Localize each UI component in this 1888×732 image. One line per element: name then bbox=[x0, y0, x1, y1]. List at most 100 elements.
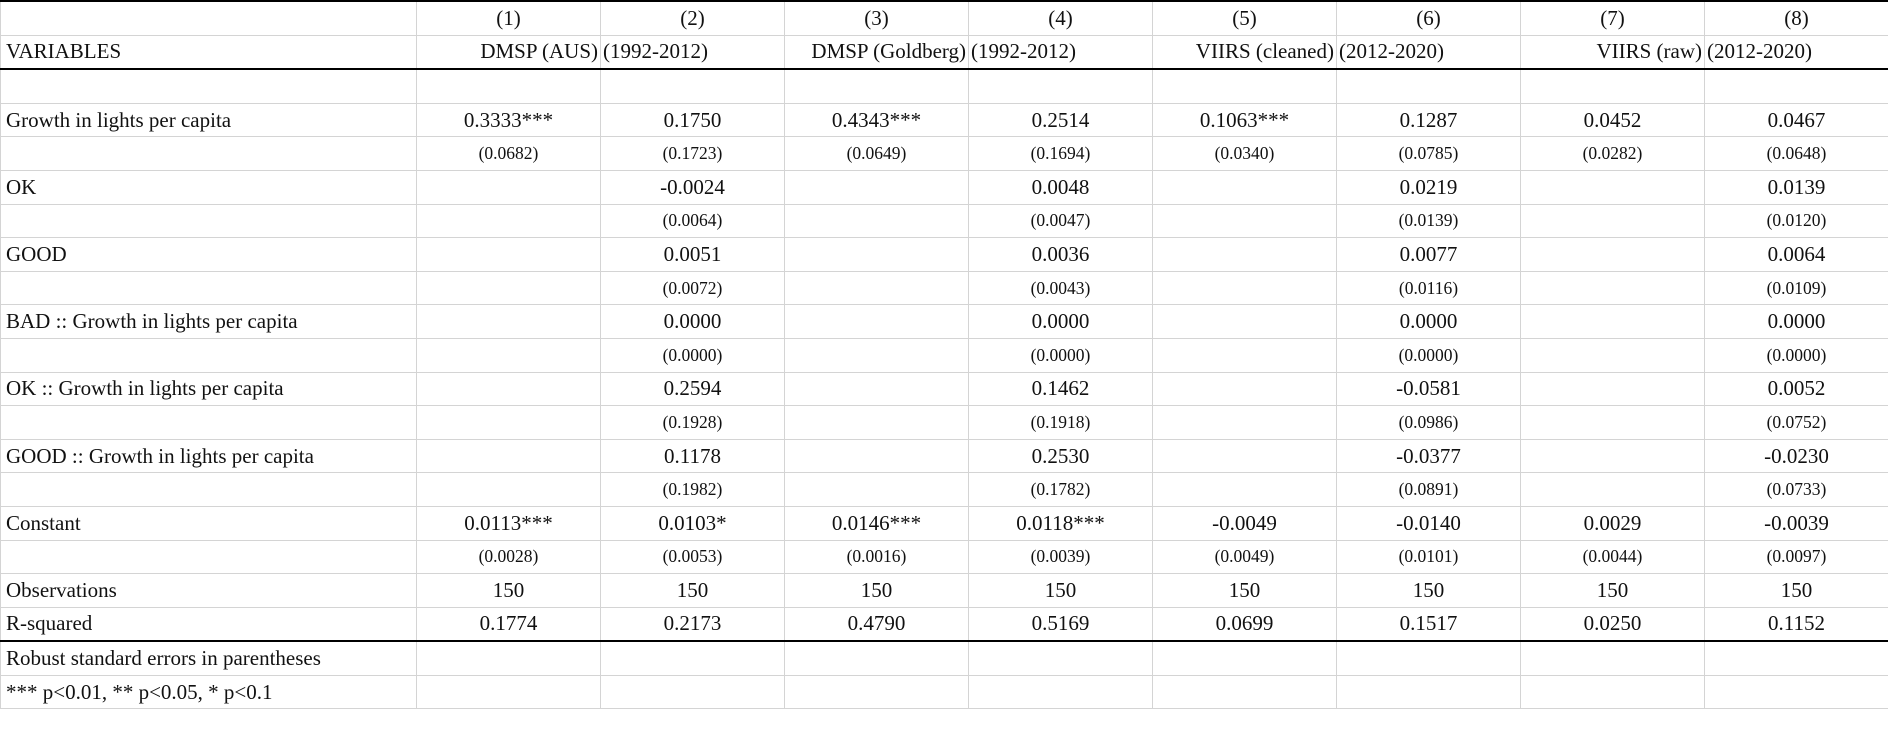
coefficient-cell bbox=[416, 169, 601, 205]
empty-cell bbox=[0, 0, 417, 36]
standard-error-row: (0.0028) (0.0053) (0.0016) (0.0039) (0.0049)… bbox=[0, 539, 1888, 575]
standard-error-cell: (0.0053) bbox=[600, 539, 785, 575]
coefficient-cell bbox=[416, 371, 601, 407]
empty-cell bbox=[1520, 68, 1705, 104]
coefficient-cell bbox=[784, 304, 969, 339]
coefficient-cell: 0.1462 bbox=[968, 371, 1153, 407]
empty-cell bbox=[1336, 68, 1521, 104]
standard-error-cell: (0.0000) bbox=[1704, 337, 1888, 373]
standard-error-cell: (0.0039) bbox=[968, 539, 1153, 575]
empty-cell bbox=[0, 539, 417, 575]
standard-error-cell: (0.0064) bbox=[600, 203, 785, 239]
empty-cell bbox=[416, 674, 601, 710]
standard-error-cell: (0.0072) bbox=[600, 270, 785, 306]
coefficient-cell bbox=[1152, 371, 1337, 407]
standard-error-cell bbox=[1520, 270, 1705, 306]
standard-error-row: (0.0072) (0.0043) (0.0116) (0.0109) bbox=[0, 270, 1888, 306]
coefficient-cell bbox=[1520, 371, 1705, 407]
statistic-value: 0.2173 bbox=[600, 606, 785, 643]
coefficient-cell: 0.0467 bbox=[1704, 102, 1888, 138]
statistic-label: R-squared bbox=[0, 606, 417, 643]
variable-label: Constant bbox=[0, 505, 417, 541]
standard-error-cell: (0.0000) bbox=[1336, 337, 1521, 373]
empty-cell bbox=[784, 640, 969, 676]
empty-cell bbox=[416, 68, 601, 104]
column-header-row: VARIABLES DMSP (AUS) (1992-2012) DMSP (G… bbox=[0, 34, 1888, 71]
statistic-row: R-squared 0.1774 0.2173 0.4790 0.5169 0.0699 0… bbox=[0, 606, 1888, 643]
coefficient-row: OK -0.0024 0.0048 0.0219 0.0139 bbox=[0, 169, 1888, 205]
empty-cell bbox=[600, 674, 785, 710]
coefficient-row: Constant 0.0113*** 0.0103* 0.0146*** 0.0118*… bbox=[0, 505, 1888, 541]
empty-cell bbox=[784, 674, 969, 710]
standard-error-cell bbox=[784, 270, 969, 306]
standard-error-cell: (0.0047) bbox=[968, 203, 1153, 239]
group-header-right: (2012-2020) bbox=[1704, 34, 1888, 71]
variables-header: VARIABLES bbox=[0, 34, 417, 71]
standard-error-cell bbox=[1520, 337, 1705, 373]
statistic-value: 150 bbox=[1336, 573, 1521, 608]
table-body: (1) (2) (3) (4) (5) (6) (7) (8) VARIABLE… bbox=[0, 0, 1888, 710]
coefficient-cell: 0.0077 bbox=[1336, 237, 1521, 272]
standard-error-cell: (0.0044) bbox=[1520, 539, 1705, 575]
coefficient-row: BAD :: Growth in lights per capita 0.0000… bbox=[0, 304, 1888, 339]
standard-error-cell: (0.0120) bbox=[1704, 203, 1888, 239]
group-header-right: (1992-2012) bbox=[600, 34, 785, 71]
statistic-value: 0.1774 bbox=[416, 606, 601, 643]
empty-cell bbox=[0, 337, 417, 373]
coefficient-cell: -0.0230 bbox=[1704, 438, 1888, 474]
standard-error-cell: (0.0101) bbox=[1336, 539, 1521, 575]
empty-cell bbox=[416, 640, 601, 676]
empty-cell bbox=[0, 405, 417, 440]
coefficient-cell: 0.0113*** bbox=[416, 505, 601, 541]
standard-error-cell bbox=[784, 472, 969, 507]
coefficient-cell: -0.0377 bbox=[1336, 438, 1521, 474]
coefficient-cell: 0.0146*** bbox=[784, 505, 969, 541]
standard-error-cell: (0.0000) bbox=[600, 337, 785, 373]
coefficient-cell bbox=[416, 438, 601, 474]
empty-cell bbox=[1704, 674, 1888, 710]
table-note: Robust standard errors in parentheses bbox=[0, 640, 417, 676]
variable-label: GOOD :: Growth in lights per capita bbox=[0, 438, 417, 474]
empty-cell bbox=[784, 68, 969, 104]
standard-error-cell: (0.0340) bbox=[1152, 136, 1337, 171]
group-header-left: DMSP (Goldberg) bbox=[784, 34, 969, 71]
standard-error-cell: (0.1918) bbox=[968, 405, 1153, 440]
statistic-value: 150 bbox=[1520, 573, 1705, 608]
group-header-left: VIIRS (cleaned) bbox=[1152, 34, 1337, 71]
coefficient-cell: 0.0052 bbox=[1704, 371, 1888, 407]
coefficient-cell: -0.0140 bbox=[1336, 505, 1521, 541]
standard-error-cell: (0.1982) bbox=[600, 472, 785, 507]
empty-cell bbox=[1336, 674, 1521, 710]
standard-error-cell bbox=[1152, 270, 1337, 306]
statistic-value: 0.4790 bbox=[784, 606, 969, 643]
statistic-value: 0.1152 bbox=[1704, 606, 1888, 643]
empty-cell bbox=[1152, 68, 1337, 104]
statistic-value: 150 bbox=[600, 573, 785, 608]
standard-error-cell: (0.0049) bbox=[1152, 539, 1337, 575]
standard-error-cell bbox=[784, 203, 969, 239]
column-number-row: (1) (2) (3) (4) (5) (6) (7) (8) bbox=[0, 0, 1888, 36]
empty-cell bbox=[1704, 640, 1888, 676]
empty-cell bbox=[0, 68, 417, 104]
coefficient-row: Growth in lights per capita 0.3333*** 0.17… bbox=[0, 102, 1888, 138]
empty-cell bbox=[968, 640, 1153, 676]
standard-error-cell: (0.0986) bbox=[1336, 405, 1521, 440]
table-note: *** p<0.01, ** p<0.05, * p<0.1 bbox=[0, 674, 417, 710]
standard-error-cell: (0.1928) bbox=[600, 405, 785, 440]
coefficient-cell: 0.4343*** bbox=[784, 102, 969, 138]
standard-error-cell bbox=[1520, 472, 1705, 507]
coefficient-cell bbox=[1520, 237, 1705, 272]
variable-label: GOOD bbox=[0, 237, 417, 272]
coefficient-cell bbox=[784, 371, 969, 407]
empty-cell bbox=[1152, 674, 1337, 710]
coefficient-cell bbox=[1152, 304, 1337, 339]
column-number: (1) bbox=[416, 0, 601, 36]
column-number: (3) bbox=[784, 0, 969, 36]
coefficient-cell: 0.0000 bbox=[1704, 304, 1888, 339]
statistic-value: 0.5169 bbox=[968, 606, 1153, 643]
standard-error-cell bbox=[784, 405, 969, 440]
standard-error-cell: (0.0785) bbox=[1336, 136, 1521, 171]
note-row: *** p<0.01, ** p<0.05, * p<0.1 bbox=[0, 674, 1888, 710]
statistic-value: 150 bbox=[1152, 573, 1337, 608]
coefficient-cell: 0.0452 bbox=[1520, 102, 1705, 138]
